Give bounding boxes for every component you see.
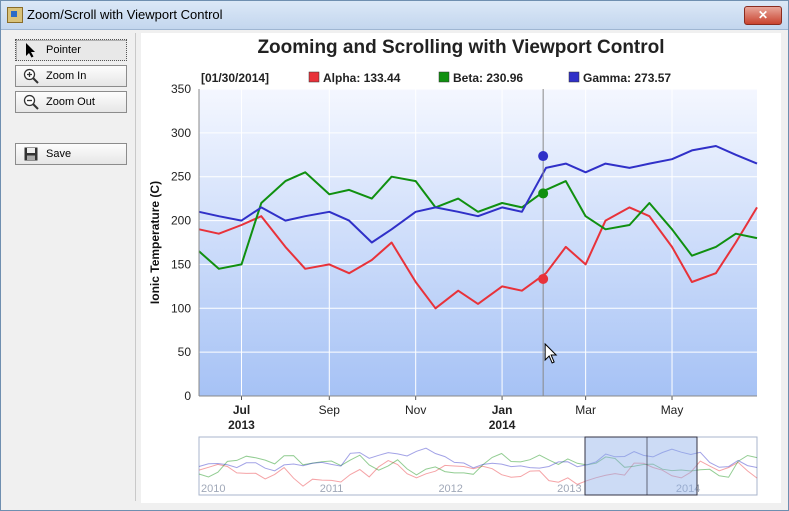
title-bar[interactable]: Zoom/Scroll with Viewport Control ✕ — [1, 1, 788, 30]
overview-line-beta — [198, 452, 758, 478]
legend-entry-alpha: Alpha: 133.44 — [323, 71, 401, 85]
y-tick-label: 350 — [171, 82, 191, 96]
mouse-pointer-icon — [544, 342, 558, 364]
overview-line-gamma — [198, 447, 758, 472]
overview-year-label: 2010 — [201, 483, 225, 495]
y-tick-label: 150 — [171, 257, 191, 271]
legend-entry-beta: Beta: 230.96 — [453, 71, 523, 85]
pointer-label: Pointer — [46, 44, 81, 56]
x-tick-label: Nov — [405, 403, 426, 417]
overview-panel — [198, 436, 758, 496]
zoom-in-label: Zoom In — [46, 70, 87, 82]
x-tick-year-label: 2013 — [228, 418, 255, 432]
overview-year-label: 2014 — [676, 483, 700, 495]
overview-line-alpha — [198, 460, 758, 487]
zoom-out-label: Zoom Out — [46, 96, 95, 108]
save-button[interactable]: Save — [15, 143, 127, 165]
cursor-marker-gamma — [538, 151, 549, 162]
x-tick-label: Jul — [233, 403, 250, 417]
legend-swatch-alpha — [308, 71, 320, 83]
x-tick-label: Mar — [575, 403, 596, 417]
zoom-out-icon — [22, 93, 40, 111]
series-line-beta — [198, 171, 758, 270]
y-tick-label: 50 — [178, 345, 192, 359]
floppy-disk-icon — [22, 145, 40, 163]
overview-year-label: 2012 — [438, 483, 462, 495]
y-tick-label: 300 — [171, 126, 191, 140]
y-axis-title: Ionic Temperature (C) — [148, 181, 162, 304]
legend-entry-gamma: Gamma: 273.57 — [583, 71, 671, 85]
chart-area[interactable]: Zooming and Scrolling with Viewport Cont… — [141, 33, 781, 503]
plot-background — [199, 89, 757, 396]
legend-swatch-gamma — [568, 71, 580, 83]
y-tick-label: 250 — [171, 170, 191, 184]
viewport-window — [584, 436, 698, 496]
y-tick-label: 0 — [184, 389, 191, 403]
series-line-alpha — [198, 206, 758, 310]
y-tick-label: 200 — [171, 214, 191, 228]
toolbar: Pointer Zoom In Zoom Out Save — [7, 33, 136, 501]
zoom-in-button[interactable]: Zoom In — [15, 65, 127, 87]
x-tick-label: May — [661, 403, 684, 417]
cursor-marker-alpha — [538, 273, 549, 284]
x-tick-label: Sep — [319, 403, 341, 417]
cursor-marker-beta — [538, 188, 549, 199]
x-tick-label: Jan — [492, 403, 513, 417]
pointer-icon — [22, 41, 40, 59]
close-button[interactable]: ✕ — [744, 6, 782, 25]
app-icon — [7, 7, 23, 23]
zoom-out-button[interactable]: Zoom Out — [15, 91, 127, 113]
zoom-in-icon — [22, 67, 40, 85]
y-tick-label: 100 — [171, 301, 191, 315]
overview-year-label: 2013 — [557, 483, 581, 495]
series-line-gamma — [198, 145, 758, 244]
chart-title: Zooming and Scrolling with Viewport Cont… — [257, 37, 665, 58]
legend-swatch-beta — [438, 71, 450, 83]
x-tick-year-label: 2014 — [489, 418, 516, 432]
pointer-button[interactable]: Pointer — [15, 39, 127, 61]
cursor-date-label: [01/30/2014] — [201, 71, 269, 85]
window-title: Zoom/Scroll with Viewport Control — [27, 7, 223, 22]
overview-year-label: 2011 — [320, 483, 344, 495]
save-label: Save — [46, 148, 72, 160]
